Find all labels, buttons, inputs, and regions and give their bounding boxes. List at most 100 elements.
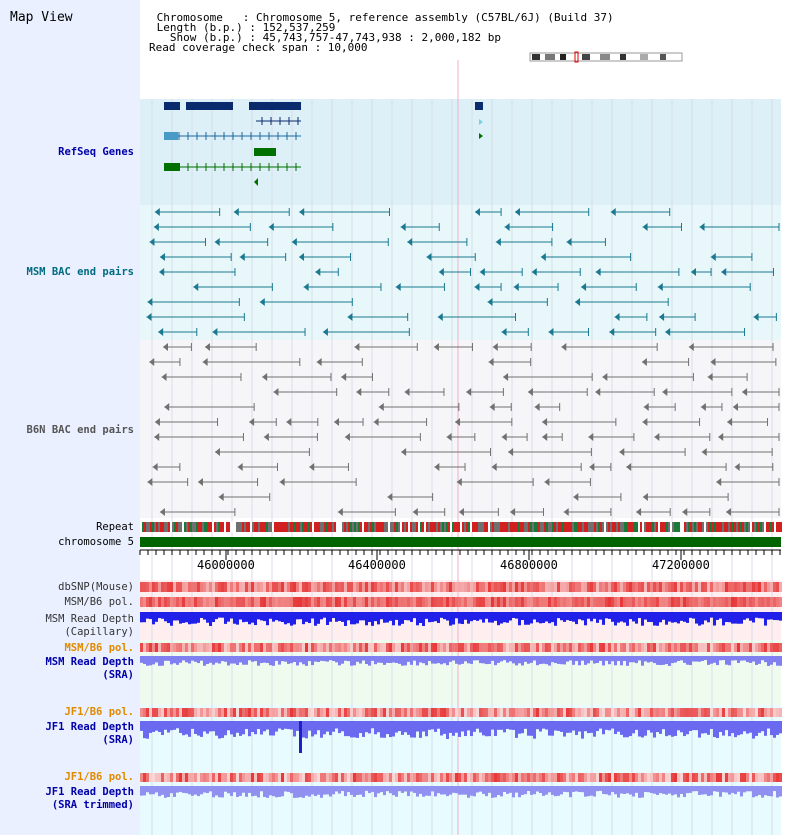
heat-cell: [206, 643, 209, 652]
heat-cell: [656, 708, 659, 717]
depth-bar: [206, 612, 209, 623]
depth-bar: [323, 721, 326, 735]
track-label-msm-bac[interactable]: MSM BAC end pairs: [26, 266, 134, 278]
depth-bar: [440, 721, 443, 736]
depth-bar: [395, 721, 398, 733]
depth-bar: [317, 721, 320, 731]
heat-cell: [155, 643, 158, 652]
bac-end-marker: [544, 478, 550, 486]
depth-bar: [644, 786, 647, 792]
heat-cell: [263, 597, 266, 607]
heat-cell: [635, 708, 638, 717]
repeat-segment: [344, 522, 346, 532]
bac-end-marker: [682, 508, 688, 516]
repeat-segment: [738, 522, 740, 532]
depth-bar: [230, 786, 233, 796]
track-label-b6n-bac[interactable]: B6N BAC end pairs: [26, 424, 134, 436]
track-label-refseq[interactable]: RefSeq Genes: [58, 146, 134, 158]
heat-cell: [200, 597, 203, 607]
heat-cell: [287, 708, 290, 717]
heat-cell: [269, 597, 272, 607]
heat-cell: [731, 773, 734, 782]
heat-cell: [473, 582, 476, 592]
heat-cell: [350, 597, 353, 607]
heat-cell: [443, 582, 446, 592]
heat-cell: [392, 708, 395, 717]
heat-cell: [488, 643, 491, 652]
bac-end-marker: [636, 508, 642, 516]
heat-cell: [374, 708, 377, 717]
heat-cell: [710, 597, 713, 607]
depth-bar: [530, 656, 533, 663]
heat-cell: [677, 597, 680, 607]
heat-cell: [191, 773, 194, 782]
heat-cell: [641, 708, 644, 717]
depth-bar: [518, 656, 521, 664]
heat-cell: [260, 643, 263, 652]
depth-bar: [755, 786, 758, 797]
depth-bar: [584, 786, 587, 797]
depth-bar: [389, 786, 392, 794]
bac-end-marker: [159, 508, 165, 516]
bac-end-marker: [163, 343, 169, 351]
depth-bar: [248, 721, 251, 737]
repeat-segment: [682, 522, 684, 532]
heat-cell: [638, 597, 641, 607]
repeat-segment: [360, 522, 362, 532]
depth-bar: [518, 721, 521, 734]
heat-cell: [266, 597, 269, 607]
heat-cell: [491, 773, 494, 782]
heat-cell: [401, 773, 404, 782]
heat-cell: [353, 708, 356, 717]
heat-cell: [692, 643, 695, 652]
heat-cell: [674, 597, 677, 607]
heat-cell: [677, 582, 680, 592]
heat-cell: [359, 597, 362, 607]
depth-bar: [254, 612, 257, 626]
heat-cell: [494, 597, 497, 607]
heat-cell: [749, 582, 752, 592]
depth-bar: [287, 656, 290, 664]
heat-cell: [350, 708, 353, 717]
repeat-segment: [730, 522, 732, 532]
repeat-segment: [664, 522, 666, 532]
heat-cell: [245, 708, 248, 717]
repeat-segment: [194, 522, 196, 532]
depth-bar: [296, 786, 299, 798]
depth-bar: [455, 721, 458, 733]
bac-end-marker: [446, 433, 452, 441]
depth-bar: [563, 612, 566, 622]
depth-bar: [566, 612, 569, 621]
repeat-segment: [332, 522, 334, 532]
depth-bar: [653, 656, 656, 664]
bac-end-marker: [707, 373, 713, 381]
heat-cell: [755, 643, 758, 652]
depth-bar: [407, 656, 410, 662]
depth-bar: [179, 786, 182, 792]
heat-cell: [449, 708, 452, 717]
depth-bar: [422, 786, 425, 797]
depth-bar: [737, 656, 740, 664]
heat-cell: [251, 597, 254, 607]
repeat-segment: [342, 522, 344, 532]
heat-cell: [581, 773, 584, 782]
heat-cell: [668, 708, 671, 717]
depth-bar: [356, 612, 359, 624]
repeat-segment: [642, 522, 644, 532]
heat-cell: [299, 643, 302, 652]
depth-bar: [185, 656, 188, 663]
heat-cell: [521, 582, 524, 592]
heat-cell: [329, 582, 332, 592]
heat-cell: [404, 773, 407, 782]
depth-bar: [356, 786, 359, 795]
heat-cell: [656, 597, 659, 607]
heat-cell: [338, 708, 341, 717]
depth-bar: [611, 786, 614, 792]
heat-cell: [773, 597, 776, 607]
depth-bar: [281, 612, 284, 623]
depth-bar: [566, 656, 569, 662]
heat-cell: [527, 597, 530, 607]
depth-bar: [164, 612, 167, 622]
heat-cell: [230, 582, 233, 592]
